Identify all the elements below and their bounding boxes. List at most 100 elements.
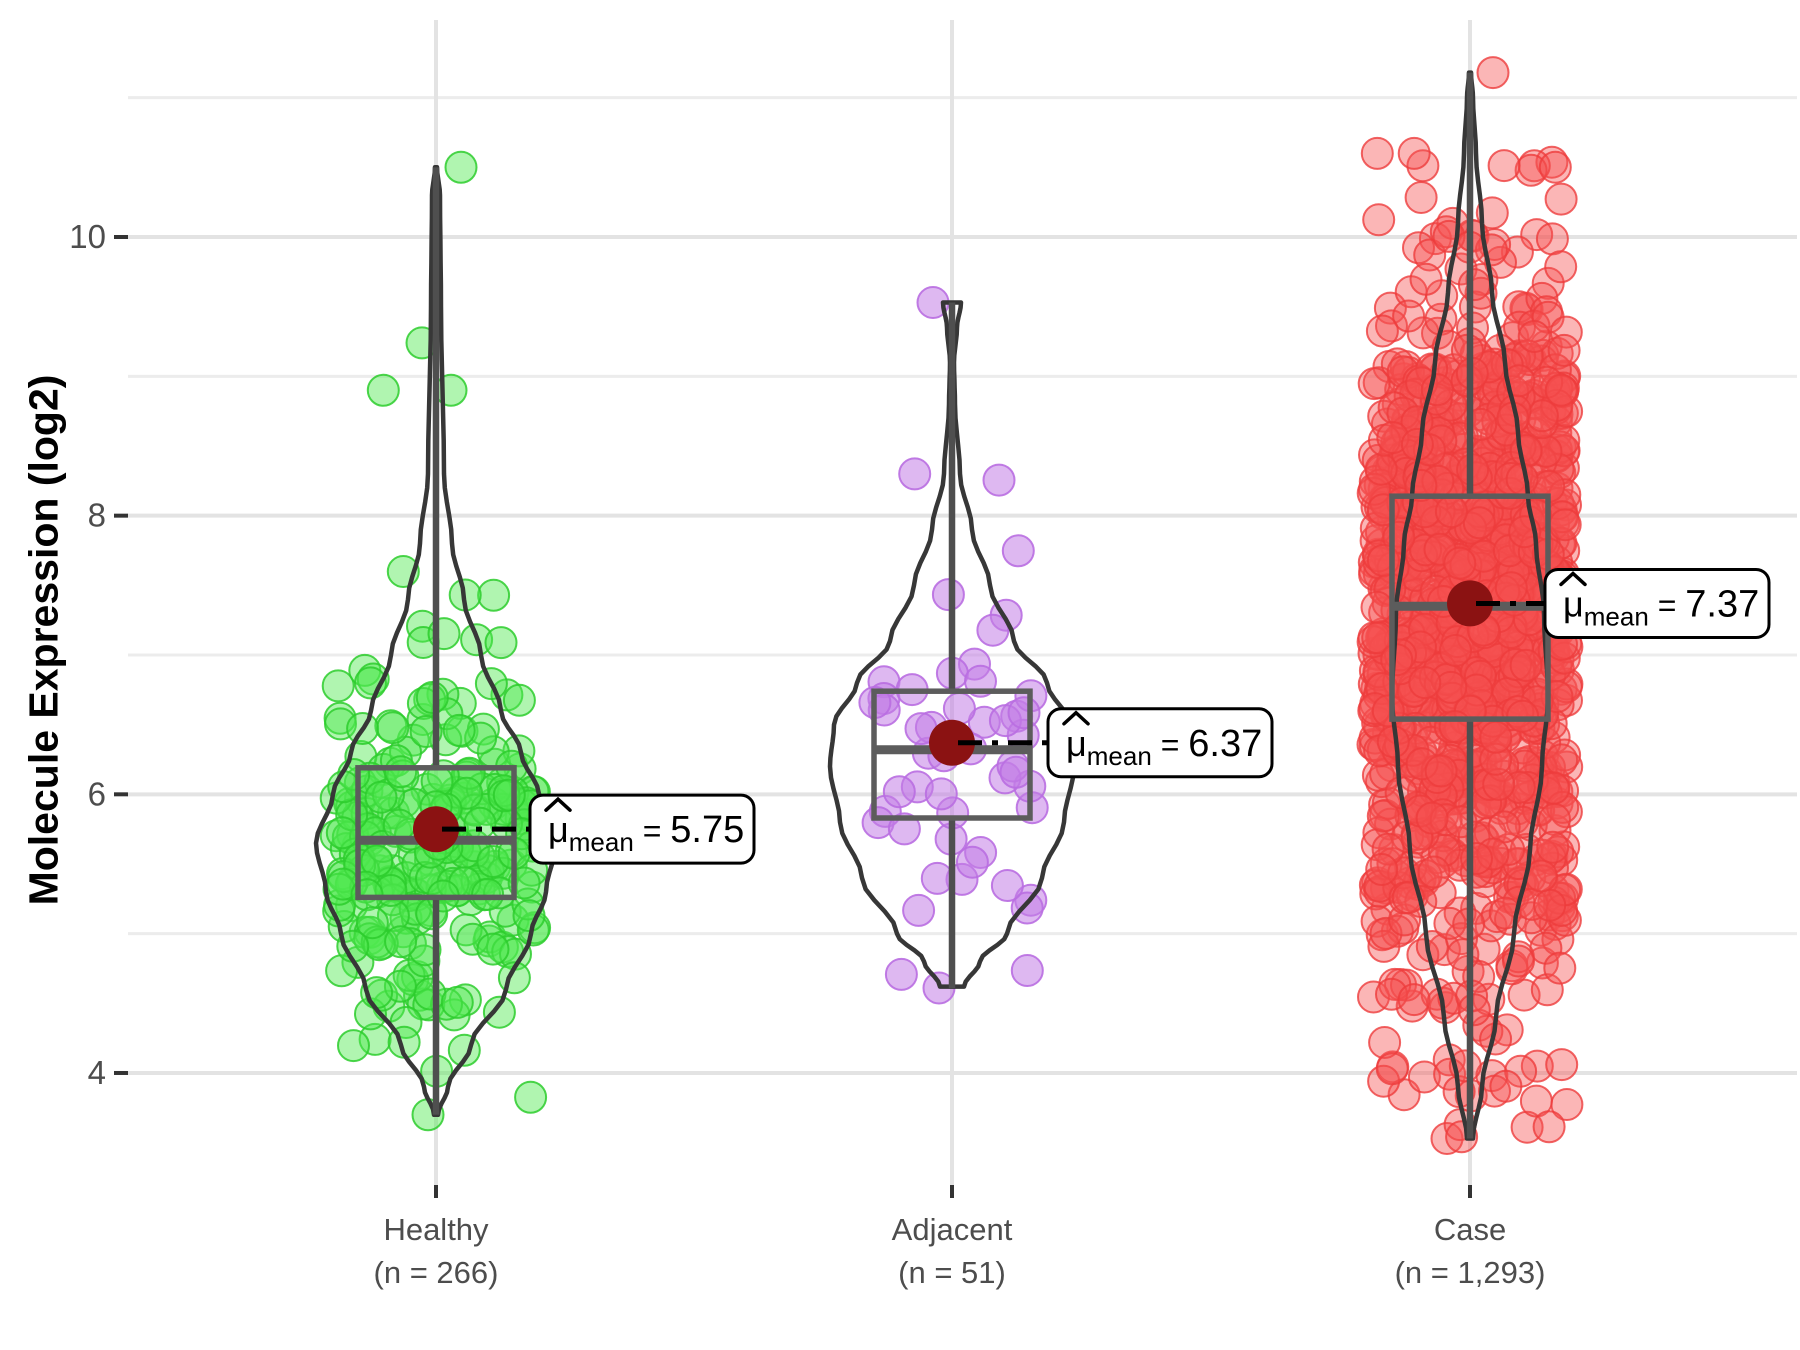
mean-dot	[929, 719, 975, 766]
x-group-count: (n = 51)	[898, 1255, 1006, 1290]
data-point	[1482, 767, 1516, 801]
x-group-name: Case	[1434, 1212, 1506, 1247]
data-point	[366, 373, 400, 407]
data-point	[1545, 1048, 1579, 1082]
data-point	[444, 150, 478, 184]
data-point	[1475, 196, 1509, 230]
data-point	[376, 711, 410, 745]
data-point	[358, 1022, 392, 1056]
mean-label-box	[1543, 567, 1771, 639]
data-point	[942, 692, 976, 725]
y-tick-label: 8	[88, 497, 106, 534]
data-point	[362, 928, 396, 962]
data-point	[1439, 634, 1472, 667]
data-point	[1511, 771, 1545, 804]
data-point	[1375, 309, 1408, 343]
x-group-count: (n = 266)	[374, 1255, 499, 1290]
data-point	[464, 721, 498, 755]
data-point	[1506, 699, 1540, 733]
data-point	[1375, 1052, 1409, 1086]
x-group-name: Healthy	[383, 1212, 489, 1247]
data-point	[456, 922, 490, 956]
y-axis: 10 8 6 4	[69, 218, 128, 1091]
mean-label-text: μmean = 6.37	[1066, 723, 1262, 771]
mean-label-box	[528, 793, 756, 865]
data-point	[374, 709, 408, 743]
y-tick-label: 10	[69, 218, 106, 255]
data-point	[1417, 855, 1451, 889]
data-point	[1488, 896, 1522, 930]
data-point	[1460, 842, 1493, 875]
mean-label-case: μmean = 7.37	[1476, 567, 1771, 639]
data-point	[1460, 673, 1494, 707]
violin-outline-case	[1389, 70, 1551, 1141]
data-point	[1371, 832, 1405, 866]
data-point	[514, 1080, 548, 1114]
mean-label-box	[1046, 707, 1274, 779]
data-point	[884, 957, 918, 991]
data-point	[1364, 452, 1398, 486]
data-point	[1434, 495, 1468, 529]
data-point	[990, 869, 1024, 902]
data-point	[484, 626, 518, 660]
data-point	[1407, 1060, 1441, 1094]
data-point	[1535, 222, 1569, 256]
data-point	[407, 944, 441, 978]
data-point	[413, 977, 447, 1011]
data-point	[1415, 801, 1449, 835]
data-point	[458, 793, 492, 827]
data-point	[955, 845, 989, 879]
data-point	[1473, 767, 1507, 801]
data-point	[355, 906, 389, 940]
data-point	[1433, 906, 1467, 940]
mean-label-healthy: μmean = 5.75	[442, 793, 756, 865]
data-point	[1357, 367, 1391, 401]
data-point	[1543, 951, 1577, 985]
data-point	[1533, 888, 1567, 922]
data-point	[1007, 696, 1041, 730]
data-point	[1362, 203, 1396, 237]
data-point	[1010, 954, 1044, 987]
x-axis: Healthy (n = 266) Adjacent (n = 51) Case (n =…	[374, 1185, 1545, 1290]
mean-label-text: μmean = 7.37	[1563, 583, 1759, 631]
data-point	[360, 925, 394, 959]
data-point	[477, 578, 511, 612]
data-point	[512, 899, 546, 933]
data-point	[1380, 643, 1414, 677]
data-point	[1397, 983, 1431, 1017]
data-point	[337, 1029, 370, 1063]
data-point	[1510, 339, 1544, 373]
data-point	[1545, 743, 1579, 777]
data-point	[976, 613, 1010, 647]
data-point	[1446, 938, 1480, 972]
data-point	[999, 755, 1033, 789]
data-point	[1397, 136, 1431, 170]
data-point	[1358, 472, 1391, 506]
data-point	[384, 755, 418, 789]
data-point	[1423, 876, 1457, 910]
data-point	[492, 778, 526, 812]
data-point	[1514, 153, 1548, 187]
data-point	[1550, 1088, 1584, 1121]
data-point	[1404, 181, 1438, 214]
data-point	[1360, 590, 1394, 624]
data-point	[482, 995, 516, 1029]
data-point	[931, 578, 965, 612]
data-point	[1405, 539, 1439, 573]
data-point	[1538, 150, 1572, 184]
data-point	[476, 845, 510, 878]
data-point	[1462, 506, 1496, 540]
data-point	[1365, 314, 1399, 348]
x-group-name: Adjacent	[892, 1212, 1013, 1247]
data-point	[1435, 681, 1469, 715]
data-point	[1366, 799, 1400, 833]
data-point	[449, 913, 483, 947]
data-point	[1438, 710, 1472, 744]
data-point	[1517, 320, 1551, 353]
data-point	[1454, 511, 1488, 545]
data-point	[1405, 747, 1439, 781]
data-point	[325, 816, 359, 850]
data-point	[502, 683, 536, 717]
